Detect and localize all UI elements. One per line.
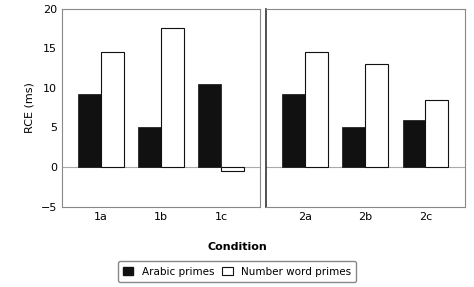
Bar xyxy=(283,94,305,167)
Legend: Arabic primes, Number word primes: Arabic primes, Number word primes xyxy=(118,261,356,282)
Bar xyxy=(161,28,184,167)
Bar xyxy=(305,52,328,167)
Bar xyxy=(365,64,388,167)
Text: Condition: Condition xyxy=(207,242,267,252)
Y-axis label: RCE (ms): RCE (ms) xyxy=(25,82,35,133)
Bar xyxy=(342,127,365,167)
Bar xyxy=(100,52,124,167)
Bar xyxy=(426,100,448,167)
Bar xyxy=(198,84,221,167)
Bar xyxy=(78,94,100,167)
Bar xyxy=(221,167,244,171)
Bar xyxy=(138,127,161,167)
Bar xyxy=(402,119,426,167)
